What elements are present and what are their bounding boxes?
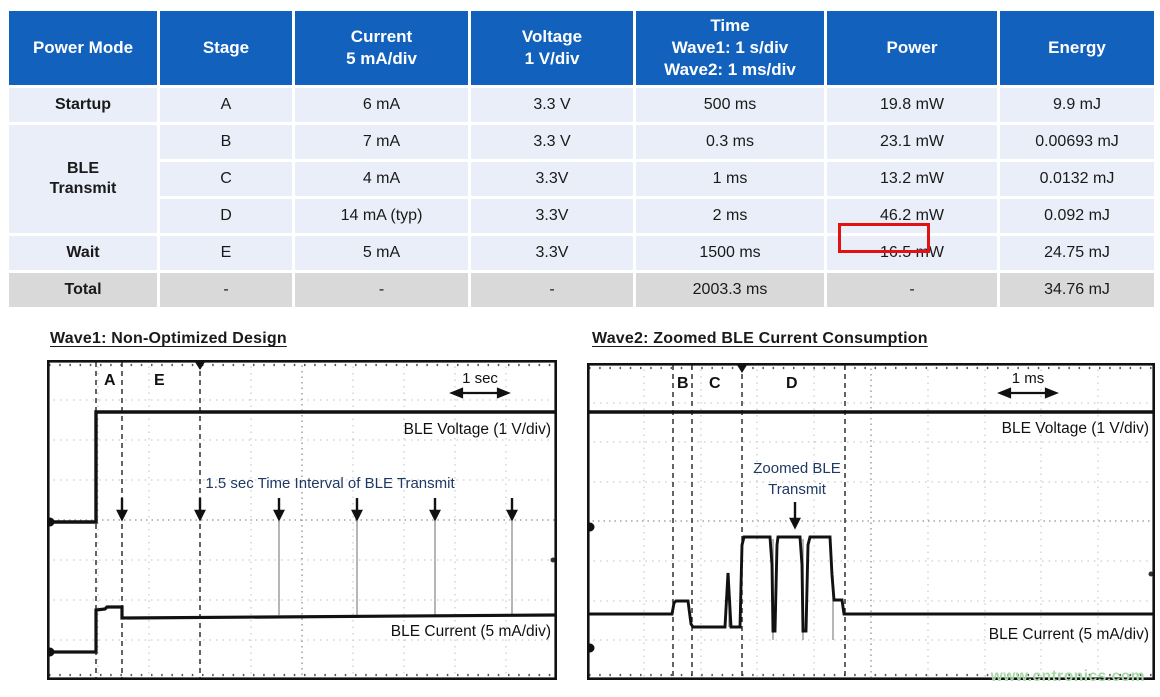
stage-b-label: B (677, 375, 689, 392)
cell-time: 2 ms (633, 196, 827, 236)
cell-power-mode-ble: BLE Transmit (6, 122, 160, 236)
cell-current: 6 mA (292, 85, 471, 125)
wave1-transmit-spikes (278, 521, 513, 615)
cell-power-highlighted: 16.5 mW (824, 233, 1000, 273)
time-scale-double-arrow-icon (997, 387, 1059, 399)
trigger-marker-icon (195, 362, 205, 370)
cell-time: 0.3 ms (633, 122, 827, 162)
table-row-total: Total - - - 2003.3 ms - 34.76 mJ (6, 270, 1157, 310)
cell-voltage: 3.3V (468, 196, 636, 236)
cell-power-mode: Startup (6, 85, 160, 125)
cell-current: - (292, 270, 471, 310)
cell-energy: 0.00693 mJ (997, 122, 1157, 162)
cell-current: 7 mA (292, 122, 471, 162)
cell-stage: B (157, 122, 295, 162)
cell-current: 4 mA (292, 159, 471, 199)
zoom-note-line2: Transmit (768, 481, 827, 498)
col-header-time: Time Wave1: 1 s/div Wave2: 1 ms/div (633, 8, 827, 88)
site-watermark: www.cntronics.com (990, 668, 1145, 685)
wave2-grid (587, 363, 1155, 680)
current-trace-label: BLE Current (5 mA/div) (391, 623, 551, 640)
wave1-center-axes (47, 360, 557, 680)
voltage-trace-label: BLE Voltage (1 V/div) (1002, 420, 1149, 437)
stage-c-label: C (709, 375, 721, 392)
zoom-note-down-arrow-icon (789, 502, 801, 530)
zoom-note-line1: Zoomed BLE (753, 460, 841, 477)
wave2-scope: B C D 1 ms BLE Voltage (1 V/div) Zoomed … (587, 363, 1155, 680)
cell-current: 5 mA (292, 233, 471, 273)
table-row-wait: Wait E 5 mA 3.3V 1500 ms 16.5 mW 24.75 m… (6, 233, 1157, 273)
cell-power: 13.2 mW (824, 159, 1000, 199)
cell-voltage: - (468, 270, 636, 310)
cell-voltage: 3.3V (468, 233, 636, 273)
cell-stage: A (157, 85, 295, 125)
right-edge-marker-icon (1148, 571, 1154, 577)
cell-stage: D (157, 196, 295, 236)
wave2-pulse-drop-lines (728, 539, 834, 640)
cell-stage: - (157, 270, 295, 310)
table-row-startup: Startup A 6 mA 3.3 V 500 ms 19.8 mW 9.9 … (6, 85, 1157, 125)
cell-current: 14 mA (typ) (292, 196, 471, 236)
table-row-ble-b: BLE Transmit B 7 mA 3.3 V 0.3 ms 23.1 mW… (6, 122, 1157, 236)
cell-energy: 9.9 mJ (997, 85, 1157, 125)
time-scale-label: 1 ms (1012, 370, 1045, 387)
header-row: Power Mode Stage Current 5 mA/div Voltag… (6, 8, 1157, 88)
cell-stage: C (157, 159, 295, 199)
cell-voltage: 3.3 V (468, 122, 636, 162)
time-scale-double-arrow-icon (449, 387, 511, 399)
current-trace-label: BLE Current (5 mA/div) (989, 626, 1149, 643)
wave1-stage-separators (95, 362, 201, 678)
cell-power: 23.1 mW (824, 122, 1000, 162)
cell-power-mode: Total (6, 270, 160, 310)
cell-power: - (824, 270, 1000, 310)
col-header-power: Power (824, 8, 1000, 88)
transmit-down-arrows-icon (116, 498, 518, 522)
voltage-trace (48, 410, 556, 524)
wave2-frame (587, 363, 1155, 680)
wave2-stage-separators (672, 365, 846, 678)
cell-power: 19.8 mW (824, 85, 1000, 125)
wave2-center-axes (587, 363, 1155, 680)
col-header-power-mode: Power Mode (6, 8, 160, 88)
power-budget-table: Power Mode Stage Current 5 mA/div Voltag… (6, 8, 1157, 310)
highlight-box (838, 223, 930, 253)
wave1-frame (47, 360, 557, 680)
col-header-voltage: Voltage 1 V/div (468, 8, 636, 88)
cell-time: 1500 ms (633, 233, 827, 273)
cell-energy: 34.76 mJ (997, 270, 1157, 310)
wave1-scope: A E 1 sec BLE Voltage (1 V/div) 1.5 sec … (47, 360, 557, 680)
cell-energy: 0.0132 mJ (997, 159, 1157, 199)
cell-power: 46.2 mW (824, 196, 1000, 236)
cell-time: 500 ms (633, 85, 827, 125)
right-edge-marker-icon (550, 557, 556, 563)
current-trace (48, 605, 557, 654)
wave2-border-ticks (589, 366, 1153, 677)
cell-energy: 24.75 mJ (997, 233, 1157, 273)
stage-a-label: A (104, 372, 116, 389)
col-header-current: Current 5 mA/div (292, 8, 471, 88)
table-row-ble-c: C 4 mA 3.3V 1 ms 13.2 mW 0.0132 mJ (8, 159, 1157, 199)
col-header-energy: Energy (997, 8, 1157, 88)
time-scale-label: 1 sec (462, 370, 498, 387)
col-header-stage: Stage (157, 8, 295, 88)
trigger-marker-icon (737, 365, 747, 373)
table-row-ble-d: D 14 mA (typ) 3.3V 2 ms 46.2 mW 0.092 mJ (8, 196, 1157, 236)
cell-time: 1 ms (633, 159, 827, 199)
current-trace (588, 535, 1154, 633)
cell-power-mode: Wait (6, 233, 160, 273)
voltage-trace-label: BLE Voltage (1 V/div) (404, 421, 551, 438)
wave2-title: Wave2: Zoomed BLE Current Consumption (592, 330, 928, 347)
cell-time: 2003.3 ms (633, 270, 827, 310)
interval-note-label: 1.5 sec Time Interval of BLE Transmit (205, 475, 455, 492)
cell-voltage: 3.3 V (468, 85, 636, 125)
cell-voltage: 3.3V (468, 159, 636, 199)
wave1-title: Wave1: Non-Optimized Design (50, 330, 287, 347)
cell-energy: 0.092 mJ (997, 196, 1157, 236)
stage-d-label: D (786, 375, 798, 392)
cell-stage: E (157, 233, 295, 273)
stage-e-label: E (154, 372, 165, 389)
